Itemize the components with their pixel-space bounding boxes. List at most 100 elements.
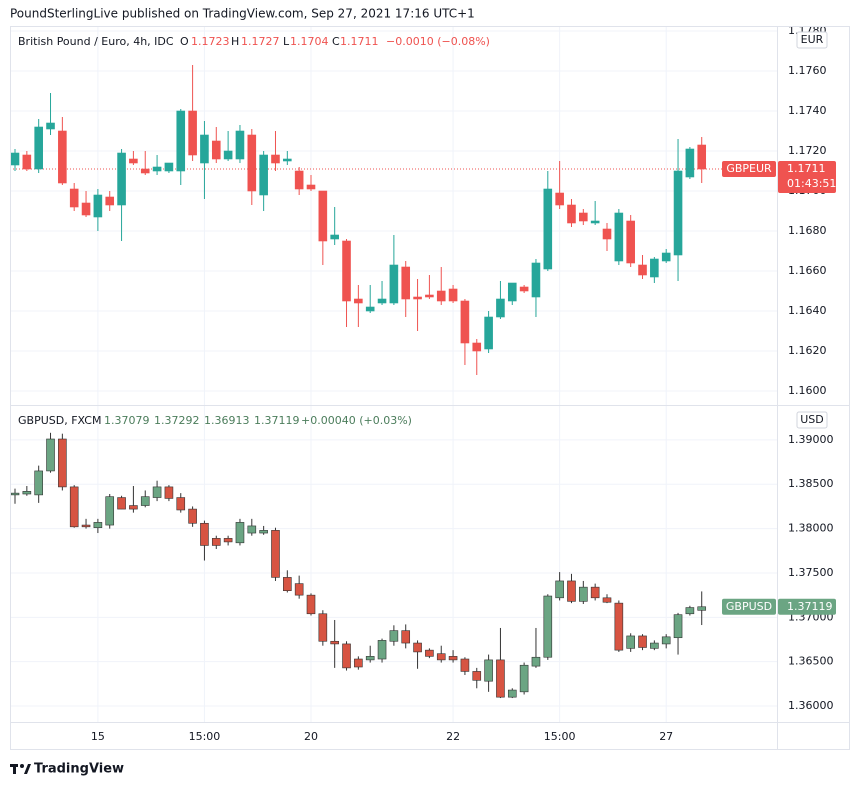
candle-body — [283, 158, 292, 162]
candle-body — [58, 438, 67, 488]
candle-body — [140, 496, 150, 506]
candle-body — [377, 298, 387, 304]
legend-change: +0.00040 (+0.03%) — [301, 414, 412, 427]
candle-body — [472, 342, 482, 352]
candle-body — [590, 586, 600, 599]
y-tick-label: 1.36000 — [788, 699, 834, 712]
unit-box — [796, 411, 828, 429]
y-tick-label: 1.1720 — [788, 144, 827, 157]
candle-body — [58, 130, 67, 184]
candle-body — [259, 530, 268, 534]
x-tick-label: 20 — [304, 730, 318, 743]
candle-body — [223, 538, 233, 543]
frame — [10, 26, 850, 750]
legend-label: O — [180, 35, 189, 48]
candle-body — [306, 594, 316, 615]
publish-header: PoundSterlingLive published on TradingVi… — [10, 7, 475, 21]
candle-body — [650, 642, 659, 649]
candle-body — [46, 438, 55, 472]
candle-body — [235, 130, 245, 160]
symbol-tag-label: GBPUSD — [726, 600, 772, 613]
candle-body — [306, 184, 316, 190]
candle-body — [602, 597, 612, 603]
candle-body — [413, 296, 422, 300]
countdown-label: 01:43:51 — [787, 177, 836, 190]
legend-title: GBPUSD, FXCM — [18, 414, 101, 427]
legend-label: L — [283, 35, 290, 48]
legend-value: 1.36913 — [204, 414, 250, 427]
candle-body — [425, 649, 434, 657]
candle-body — [519, 664, 529, 693]
candle-body — [697, 144, 707, 170]
x-tick-label: 27 — [659, 730, 673, 743]
candle-body — [425, 294, 434, 298]
symbol-tag — [722, 598, 776, 615]
candle-body — [247, 525, 257, 534]
symbol-tag-label: GBPEUR — [726, 162, 772, 175]
legend-value: 1.37119 — [254, 414, 300, 427]
candle-body — [484, 316, 493, 350]
candle-body — [22, 154, 32, 170]
y-tick-label: 1.1620 — [788, 344, 827, 357]
candle-body — [129, 158, 138, 164]
legend-title: British Pound / Euro, 4h, IDC — [18, 35, 174, 48]
candle-body — [152, 486, 162, 498]
candle-body — [555, 580, 564, 599]
candle-body — [188, 508, 197, 524]
y-tick-label: 1.37500 — [788, 566, 834, 579]
legend-value: 1.1727 — [241, 35, 280, 48]
candle-body — [271, 530, 280, 578]
candle-body — [152, 166, 162, 172]
candle-body — [661, 252, 671, 262]
candle-body — [318, 613, 328, 642]
candle-body — [211, 538, 221, 546]
candle-body — [223, 150, 233, 160]
candle-body — [164, 162, 174, 172]
candle-body — [294, 583, 304, 596]
legend-label: H — [231, 35, 239, 48]
footer-brand: TradingView — [34, 762, 124, 777]
candle-body — [259, 154, 268, 196]
candle-body — [10, 152, 20, 166]
candle-body — [436, 653, 446, 661]
y-tick-label: 1.39000 — [788, 433, 834, 446]
candle-body — [81, 202, 91, 216]
candle-body — [448, 656, 458, 661]
candle-body — [460, 300, 470, 344]
candle-body — [140, 168, 150, 174]
candle-body — [638, 635, 647, 648]
candle-body — [117, 152, 126, 206]
unit-label: USD — [800, 413, 824, 426]
candle-body — [105, 496, 115, 526]
candle-body — [650, 258, 659, 278]
candle-body — [472, 671, 482, 681]
candle-body — [377, 640, 387, 660]
candle-body — [555, 192, 564, 206]
candle-body — [496, 659, 505, 698]
candle-body — [448, 288, 458, 302]
candle-body — [164, 486, 174, 499]
unit-label: EUR — [801, 33, 824, 46]
candle-body — [673, 614, 683, 639]
candle-body — [10, 492, 20, 496]
candle-body — [176, 110, 186, 172]
candle-body — [365, 306, 375, 312]
candle-body — [235, 522, 245, 544]
candle-body — [460, 658, 470, 672]
candle-body — [614, 602, 624, 651]
x-tick-label: 15:00 — [189, 730, 221, 743]
legend-value: 1.1723 — [191, 35, 230, 48]
y-tick-label: 1.1600 — [788, 384, 827, 397]
candle-body — [93, 194, 103, 218]
candle-body — [283, 577, 292, 592]
candle-body — [354, 298, 363, 304]
legend-label: C — [332, 35, 340, 48]
price-tag-label: 1.1711 — [787, 162, 826, 175]
candle-body — [365, 656, 375, 661]
candle-body — [34, 470, 43, 496]
candle-body — [614, 212, 624, 262]
legend-value: 1.37079 — [104, 414, 150, 427]
candle-body — [567, 580, 576, 602]
